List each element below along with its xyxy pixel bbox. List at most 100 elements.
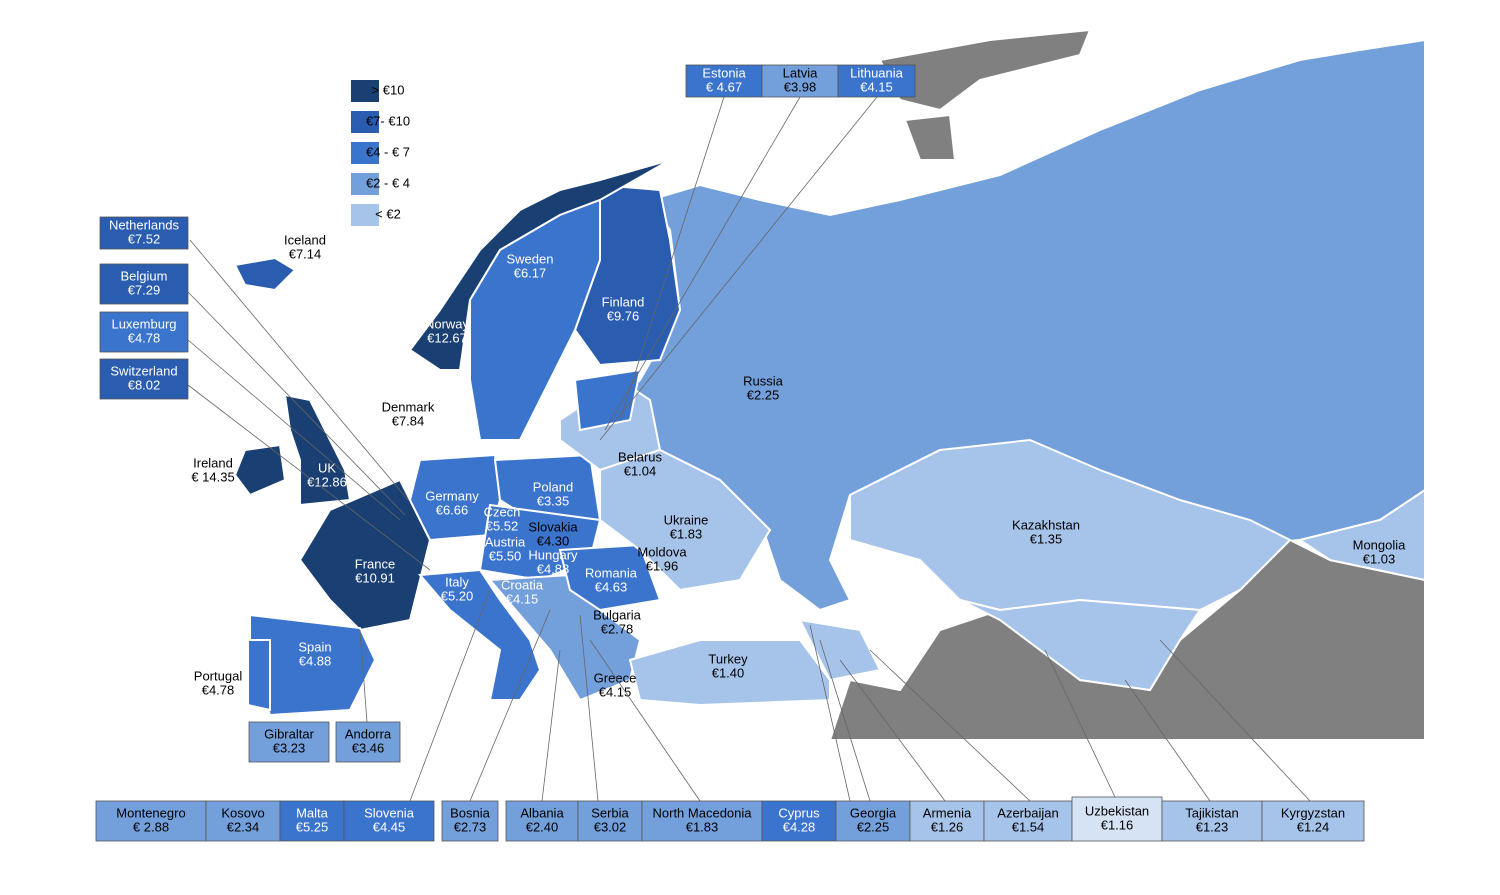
callout-name: Andorra [345,726,392,741]
leader-line [599,96,878,441]
country-price: €12.86 [307,474,347,489]
callout-box [1161,800,1263,842]
country-price: €6.17 [514,265,547,280]
callout-price: €1.83 [686,819,719,834]
leader-line [604,96,801,431]
country-name: Greece [594,670,637,685]
callout-box [909,800,985,842]
country-name: Portugal [194,668,243,683]
callout-box [99,263,189,305]
country-price: €1.96 [646,558,679,573]
callout-name: Albania [520,805,564,820]
callout-box [441,800,499,842]
country-name: Mongolia [1353,537,1407,552]
callout-box [1261,800,1365,842]
leader-line [1044,649,1116,798]
legend-swatch [351,204,379,226]
country-name: Germany [425,488,479,503]
country-price: €4.88 [299,653,332,668]
country-name: Romania [585,565,638,580]
callout-price: €1.54 [1012,819,1045,834]
country-name: Ukraine [664,512,709,527]
country-name: Iceland [284,232,326,247]
callout-price: €5.25 [296,819,329,834]
leader-line [1124,679,1211,802]
country-name: Hungary [528,547,578,562]
callout-name: Kyrgyzstan [1281,805,1345,820]
country-price: €1.83 [670,526,703,541]
legend-swatch [351,173,379,195]
leader-line [809,624,851,802]
callout-name: Tajikistan [1185,805,1238,820]
country-price: €4.88 [537,561,570,576]
country-price: €5.20 [441,588,474,603]
leader-line [1159,639,1311,802]
callout-name: Lithuania [850,65,904,80]
legend-label: €2 - € 4 [366,175,410,190]
country-name: Kazakhstan [1012,517,1080,532]
leader-line [541,649,561,802]
callout-box [205,800,281,842]
legend-label: €7- €10 [366,113,410,128]
country-price: €6.66 [436,502,469,517]
country-name: Norway [425,316,470,331]
country-name: Ireland [193,455,233,470]
legend-label: < €2 [375,206,401,221]
callout-name: Luxemburg [111,316,176,331]
callout-price: €4.45 [373,819,406,834]
country-price: €12.67 [427,330,467,345]
callout-price: €2.40 [526,819,559,834]
land-shapes [233,28,1426,741]
country-price: €9.76 [607,308,640,323]
callout-price: €4.78 [128,330,161,345]
callout-name: Uzbekistan [1085,803,1149,818]
country-price: €1.40 [712,665,745,680]
country-price: €2.78 [601,621,634,636]
country-name: Turkey [708,651,748,666]
callout-box [99,216,189,250]
callout-price: €1.24 [1297,819,1330,834]
callout-name: Switzerland [110,363,177,378]
country-name: Sweden [507,251,554,266]
leader-line [819,639,871,802]
country-price: €7.84 [392,413,425,428]
country-name: UK [318,460,336,475]
callout-price: €3.02 [594,819,627,834]
country-name: Belarus [618,449,663,464]
country-name: Moldova [637,544,687,559]
country-price: €4.15 [506,591,539,606]
callout-name: Estonia [702,65,746,80]
callout-price: € 4.67 [706,79,742,94]
legend-label: > €10 [372,82,405,97]
callout-name: Gibraltar [264,726,315,741]
country-price: €5.52 [486,518,519,533]
country-name: Italy [445,574,469,589]
leader-line [409,589,491,802]
callout-box [577,800,643,842]
country-price: €4.78 [202,682,235,697]
legend-swatch [351,142,379,164]
country-price: €1.35 [1030,531,1063,546]
callout-price: €3.23 [273,740,306,755]
callout-price: €1.26 [931,819,964,834]
callout-name: Azerbaijan [997,805,1058,820]
legend-swatch [351,111,379,133]
callout-box [343,800,435,842]
callout-box [248,721,330,763]
country-price: €3.35 [537,493,570,508]
country-name: Denmark [382,399,435,414]
country-price: €10.91 [355,570,395,585]
country-price: €4.15 [599,684,632,699]
leader-line [359,629,368,723]
leader-line [187,291,406,516]
callout-box [99,358,189,400]
leader-line [187,384,431,571]
callout-name: Cyprus [778,805,820,820]
callout-price: €3.98 [784,79,817,94]
callout-box [1071,796,1163,842]
callout-name: Slovenia [364,805,415,820]
country-name: Bulgaria [593,607,641,622]
callout-price: €2.73 [454,819,487,834]
callout-name: Latvia [783,65,818,80]
